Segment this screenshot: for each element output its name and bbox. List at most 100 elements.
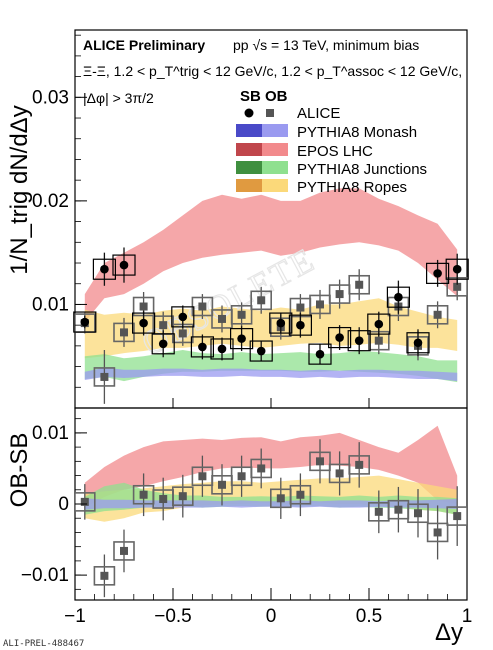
data-point-ob [80, 497, 89, 506]
selection-label: Ξ-Ξ, 1.2 < p_T^trig < 12 GeV/c, 1.2 < p_… [83, 63, 462, 79]
y-tick-label-bottom: −0.01 [21, 565, 69, 586]
axes: 0.01 0.02 0.03 −0.01 0 0.01 −1 −0.5 0 0.5 1 [21, 34, 473, 627]
syst-box [172, 486, 194, 506]
syst-box [445, 258, 469, 280]
syst-box [407, 503, 429, 524]
legend-header: SB OB [240, 88, 288, 105]
data-point-sb [256, 346, 266, 356]
legend-swatch-sb [236, 143, 262, 156]
data-point-ob [433, 528, 442, 537]
syst-box [230, 328, 254, 350]
y-tick-label-top: 0.01 [32, 294, 69, 315]
data-point-ob [335, 469, 344, 478]
data-point-ob [414, 509, 422, 518]
x-tick-label: 0.5 [356, 606, 382, 627]
legend-label: PYTHIA8 Junctions [297, 161, 427, 178]
syst-box [113, 322, 135, 343]
x-tick-label: 0 [266, 606, 277, 627]
data-point-sb [433, 269, 442, 278]
data-point-ob [120, 546, 128, 555]
legend-swatch-ob [262, 161, 288, 174]
x-axis-title: Δy [435, 619, 463, 646]
legend-swatch-sb [236, 161, 262, 174]
data-point-sb [296, 320, 305, 330]
data-point-ob [178, 492, 187, 501]
syst-box [308, 343, 332, 365]
syst-box [74, 492, 96, 512]
syst-box [112, 254, 136, 276]
syst-box [249, 340, 273, 362]
data-point-ob [453, 512, 462, 521]
syst-box [406, 332, 430, 354]
data-point-ob [316, 300, 324, 309]
y-tick-label-top: 0.02 [32, 191, 69, 212]
top-data-points [73, 247, 469, 404]
legend-swatch-sb [236, 124, 262, 137]
data-point-sb [119, 260, 129, 270]
y-tick-label-bottom: 0 [58, 494, 69, 515]
data-point-ob [374, 507, 383, 516]
legend-swatch-sb [236, 179, 262, 192]
data-point-sb [217, 344, 227, 354]
data-point-ob [257, 464, 266, 473]
data-point-ob [335, 290, 344, 299]
syst-box [386, 286, 410, 308]
data-point-ob [218, 314, 226, 323]
x-tick-label: −0.5 [154, 606, 192, 627]
legend-label: PYTHIA8 Monash [297, 124, 417, 141]
syst-box [347, 330, 371, 352]
data-point-ob [159, 321, 168, 330]
syst-box [426, 522, 449, 543]
legend-label: ALICE [297, 105, 340, 122]
syst-box [426, 262, 450, 284]
syst-box [426, 304, 449, 325]
data-point-sb [374, 319, 384, 329]
x-tick-label: −1 [64, 606, 86, 627]
y-tick-label-bottom: 0.01 [32, 423, 69, 444]
x-tick-label: 1 [462, 606, 473, 627]
syst-box [93, 566, 116, 586]
data-point-ob [198, 302, 207, 311]
data-point-ob [237, 472, 246, 481]
syst-box [73, 311, 97, 333]
syst-box [93, 367, 116, 387]
syst-box [113, 541, 135, 561]
syst-box [348, 274, 371, 295]
syst-box [309, 294, 331, 315]
data-point-ob [237, 310, 246, 319]
syst-box [132, 312, 156, 334]
data-point-ob [139, 490, 148, 499]
y-tick-label-top: 0.03 [32, 87, 69, 108]
data-point-ob [257, 296, 266, 305]
band-pythia8-monash [84, 367, 458, 382]
syst-box [190, 336, 214, 358]
data-point-ob [374, 336, 383, 345]
data-point-sb [276, 318, 286, 328]
legend-marker-ob [266, 109, 274, 117]
data-point-ob [198, 472, 207, 481]
bottom-data-points [74, 439, 469, 598]
syst-box [230, 304, 253, 325]
data-point-sb [413, 338, 423, 348]
data-point-ob [120, 328, 128, 337]
syst-box [250, 458, 272, 479]
data-point-ob [159, 495, 168, 504]
data-point-ob [394, 505, 403, 514]
data-point-sb [335, 333, 344, 342]
data-point-sb [354, 336, 364, 345]
data-point-sb [452, 264, 462, 274]
preliminary-id: ALI-PREL-488467 [3, 639, 84, 649]
legend-swatch-ob [262, 143, 288, 156]
top-y-axis-title: 1/N_trig dN/dΔy [6, 105, 33, 274]
band-epos-lhc [84, 188, 458, 322]
collaboration-label: ALICE Preliminary [83, 37, 205, 53]
data-point-ob [355, 280, 364, 289]
data-point-ob [178, 329, 187, 338]
data-point-sb [139, 318, 148, 328]
data-point-sb [100, 264, 109, 274]
band-pythia8-junctions [84, 350, 458, 383]
legend-marker-sb [244, 108, 254, 118]
syst-box [289, 484, 312, 505]
syst-box [288, 314, 312, 336]
